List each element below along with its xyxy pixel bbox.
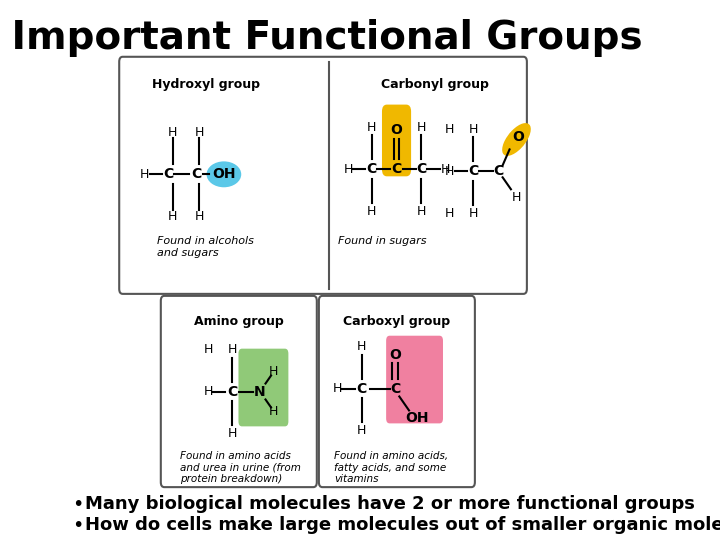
Text: H: H — [469, 207, 478, 220]
Text: H: H — [445, 123, 454, 136]
Text: Found in sugars: Found in sugars — [338, 236, 427, 246]
Text: H: H — [343, 163, 353, 176]
Text: H: H — [469, 123, 478, 136]
Text: Hydroxyl group: Hydroxyl group — [152, 78, 260, 91]
FancyBboxPatch shape — [319, 296, 475, 487]
Text: Found in alcohols
and sugars: Found in alcohols and sugars — [158, 236, 254, 258]
Ellipse shape — [502, 123, 531, 156]
Text: 4 Important Functional Groups: 4 Important Functional Groups — [0, 19, 642, 57]
Text: H: H — [194, 210, 204, 222]
Text: Found in amino acids,
fatty acids, and some
vitamins: Found in amino acids, fatty acids, and s… — [334, 451, 449, 484]
Text: H: H — [441, 163, 450, 176]
Text: Carboxyl group: Carboxyl group — [343, 315, 450, 328]
Text: H: H — [168, 210, 177, 222]
Text: •: • — [72, 495, 84, 514]
Text: H: H — [367, 205, 377, 218]
Text: H: H — [357, 424, 366, 437]
FancyBboxPatch shape — [120, 57, 527, 294]
Text: O: O — [512, 131, 524, 145]
Text: H: H — [204, 385, 213, 398]
Text: Amino group: Amino group — [194, 315, 284, 328]
Text: H: H — [417, 205, 426, 218]
Text: •: • — [72, 516, 84, 535]
Ellipse shape — [207, 161, 241, 187]
Text: H: H — [333, 382, 342, 395]
Text: H: H — [140, 168, 150, 181]
FancyBboxPatch shape — [386, 336, 443, 423]
Text: H: H — [445, 207, 454, 220]
Text: H: H — [168, 126, 177, 139]
Text: C: C — [390, 382, 400, 395]
Text: H: H — [417, 121, 426, 134]
Text: C: C — [392, 163, 402, 177]
Text: H: H — [204, 343, 213, 356]
Text: H: H — [367, 121, 377, 134]
Text: H: H — [194, 126, 204, 139]
Text: C: C — [191, 167, 202, 181]
Text: H: H — [357, 340, 366, 353]
Text: H: H — [269, 405, 279, 418]
Text: OH: OH — [212, 167, 235, 181]
Text: N: N — [254, 384, 266, 399]
Text: C: C — [416, 163, 427, 177]
Text: Found in amino acids
and urea in urine (from
protein breakdown): Found in amino acids and urea in urine (… — [180, 451, 301, 484]
Text: Many biological molecules have 2 or more functional groups: Many biological molecules have 2 or more… — [84, 495, 694, 513]
Text: C: C — [227, 384, 238, 399]
FancyBboxPatch shape — [161, 296, 317, 487]
Text: H: H — [269, 365, 279, 378]
Text: O: O — [390, 348, 401, 362]
Text: C: C — [493, 164, 503, 178]
Text: OH: OH — [405, 411, 429, 426]
Text: H: H — [512, 191, 521, 204]
Text: O: O — [390, 123, 402, 137]
Text: How do cells make large molecules out of smaller organic molecules: How do cells make large molecules out of… — [84, 516, 720, 534]
Text: H: H — [445, 165, 454, 178]
FancyBboxPatch shape — [382, 105, 411, 177]
Text: Carbonyl group: Carbonyl group — [381, 78, 489, 91]
Text: H: H — [228, 343, 237, 356]
Text: C: C — [356, 382, 367, 395]
Text: C: C — [469, 164, 479, 178]
FancyBboxPatch shape — [238, 349, 289, 427]
Text: C: C — [163, 167, 174, 181]
Text: H: H — [228, 427, 237, 440]
Text: C: C — [366, 163, 377, 177]
